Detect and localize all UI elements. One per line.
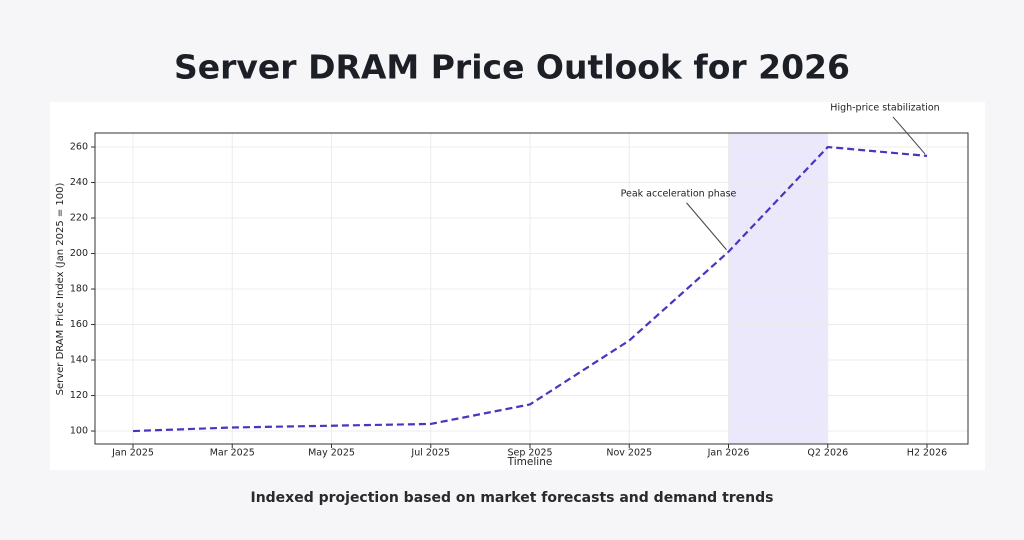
- axes-frame: [94, 132, 969, 445]
- highlight-span: [728, 133, 828, 444]
- x-tick-label: Jan 2025: [111, 448, 154, 459]
- annotation: Peak acceleration phase: [621, 188, 737, 199]
- annotation-arrow: [686, 202, 727, 251]
- annotation-arrow: [892, 116, 926, 155]
- x-tick-label: Q2 2026: [807, 448, 848, 459]
- x-tick-label: H2 2026: [907, 448, 947, 459]
- y-axis-label: Server DRAM Price Index (Jan 2025 = 100): [55, 182, 66, 395]
- y-tick-label: 180: [70, 284, 88, 295]
- line-series: [132, 145, 928, 433]
- x-tick-label: Jul 2025: [410, 448, 450, 459]
- y-tick-label: 220: [70, 213, 88, 224]
- y-tick-label: 120: [70, 390, 88, 401]
- y-tick-label: 100: [70, 426, 88, 437]
- chart-title: Server DRAM Price Outlook for 2026: [174, 48, 850, 87]
- x-tick-label: Jan 2026: [707, 448, 750, 459]
- x-tick-label: Mar 2025: [210, 448, 255, 459]
- x-tick-label: May 2025: [308, 448, 355, 459]
- subtitle: Indexed projection based on market forec…: [250, 490, 773, 506]
- x-axis-label: Timeline: [507, 456, 553, 468]
- x-tick-label: Nov 2025: [606, 448, 652, 459]
- x-tick-label: Sep 2025: [507, 448, 552, 459]
- y-tick-label: 260: [70, 142, 88, 153]
- y-tick-label: 240: [70, 177, 88, 188]
- y-tick-label: 140: [70, 355, 88, 366]
- y-tick-label: 200: [70, 248, 88, 259]
- annotation: High-price stabilization: [830, 102, 939, 113]
- plot-panel: [50, 102, 985, 470]
- y-tick-label: 160: [70, 319, 88, 330]
